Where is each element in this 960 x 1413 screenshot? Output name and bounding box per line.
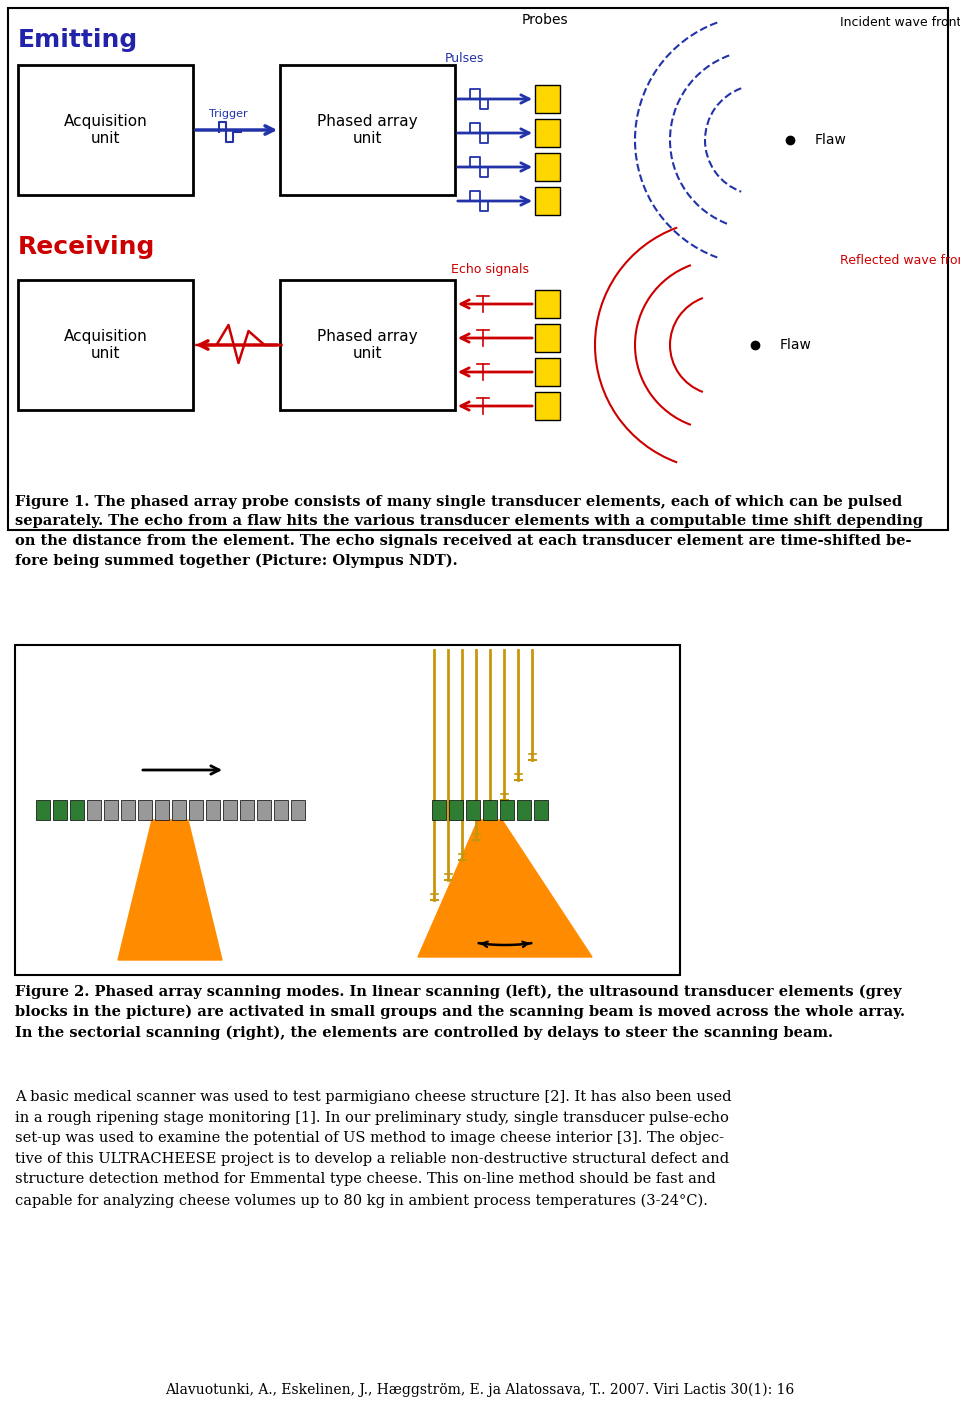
- Bar: [69, 800, 84, 820]
- Text: Flaw: Flaw: [780, 338, 812, 352]
- Text: Alavuotunki, A., Eskelinen, J., Hæggström, E. ja Alatossava, T.. 2007. Viri Lact: Alavuotunki, A., Eskelinen, J., Hæggströ…: [165, 1383, 795, 1397]
- Bar: [535, 187, 560, 215]
- Bar: [104, 800, 117, 820]
- Bar: [121, 800, 134, 820]
- Text: A basic medical scanner was used to test parmigiano cheese structure [2]. It has: A basic medical scanner was used to test…: [15, 1089, 732, 1208]
- Text: Incident wave front: Incident wave front: [840, 16, 960, 28]
- Bar: [535, 324, 560, 352]
- Text: Emitting: Emitting: [18, 28, 138, 52]
- Bar: [432, 800, 446, 820]
- Bar: [517, 800, 531, 820]
- Bar: [256, 800, 271, 820]
- Bar: [155, 800, 169, 820]
- Bar: [535, 290, 560, 318]
- Bar: [223, 800, 236, 820]
- Bar: [8, 8, 948, 530]
- Text: Phased array
unit: Phased array unit: [317, 114, 418, 146]
- Bar: [535, 119, 560, 147]
- Text: Figure 1. The phased array probe consists of many single transducer elements, ea: Figure 1. The phased array probe consist…: [15, 495, 923, 568]
- Bar: [188, 800, 203, 820]
- Bar: [291, 800, 304, 820]
- Bar: [18, 280, 193, 410]
- Polygon shape: [418, 820, 592, 957]
- Text: Acquisition
unit: Acquisition unit: [63, 114, 148, 146]
- Text: Echo signals: Echo signals: [451, 263, 529, 277]
- Text: Flaw: Flaw: [815, 133, 847, 147]
- Bar: [466, 800, 480, 820]
- Bar: [239, 800, 253, 820]
- Text: Phased array
unit: Phased array unit: [317, 329, 418, 362]
- Text: Pulses: Pulses: [445, 51, 485, 65]
- Bar: [534, 800, 548, 820]
- Bar: [483, 800, 497, 820]
- Bar: [15, 644, 680, 975]
- Bar: [172, 800, 185, 820]
- Bar: [535, 85, 560, 113]
- Bar: [280, 280, 455, 410]
- Bar: [53, 800, 66, 820]
- Bar: [535, 357, 560, 386]
- Text: Acquisition
unit: Acquisition unit: [63, 329, 148, 362]
- Bar: [449, 800, 463, 820]
- Polygon shape: [118, 820, 222, 959]
- Bar: [36, 800, 50, 820]
- Text: Receiving: Receiving: [18, 235, 156, 259]
- Bar: [280, 65, 455, 195]
- Text: Figure 2. Phased array scanning modes. In linear scanning (left), the ultrasound: Figure 2. Phased array scanning modes. I…: [15, 985, 905, 1040]
- Bar: [500, 800, 514, 820]
- Bar: [274, 800, 287, 820]
- Bar: [535, 153, 560, 181]
- Bar: [535, 391, 560, 420]
- Bar: [18, 65, 193, 195]
- Bar: [137, 800, 152, 820]
- Text: Trigger: Trigger: [209, 109, 248, 119]
- Text: Probes: Probes: [521, 13, 568, 27]
- Text: Reflected wave front: Reflected wave front: [840, 253, 960, 267]
- Bar: [205, 800, 220, 820]
- Bar: [86, 800, 101, 820]
